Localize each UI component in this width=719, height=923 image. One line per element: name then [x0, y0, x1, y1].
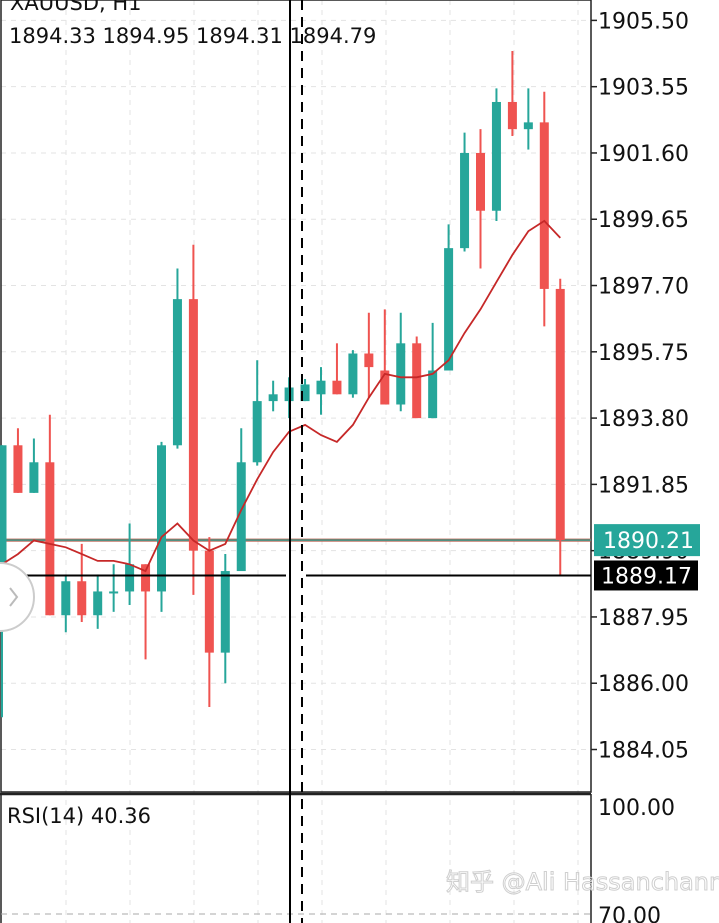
ohlc-values: 1894.33 1894.95 1894.31 1894.79: [9, 24, 376, 48]
candle-body: [0, 445, 7, 565]
candle-body: [539, 122, 549, 289]
candle: [332, 343, 342, 395]
rsi-tick-100: 100.00: [598, 796, 675, 821]
candle: [380, 309, 390, 405]
candle-body: [93, 591, 103, 616]
candle: [364, 312, 374, 398]
last-price-tag: 1890.21: [594, 524, 700, 557]
candle-body: [428, 370, 438, 419]
candle-body: [236, 462, 246, 572]
candle-body: [77, 581, 87, 616]
candle: [61, 574, 71, 633]
candle: [444, 224, 454, 371]
candle-body: [109, 591, 119, 594]
price-tick-label: 1903.55: [598, 76, 689, 101]
candle: [252, 360, 262, 466]
candle-body: [268, 394, 278, 402]
rsi-label: RSI(14) 40.36: [7, 804, 151, 828]
candle: [476, 129, 485, 269]
price-tick-label: 1886.00: [598, 672, 689, 697]
candle: [29, 438, 39, 493]
rsi-tick-70: 70.00: [598, 904, 661, 923]
candle-body: [316, 380, 326, 395]
symbol-label: XAUUSD, H1: [10, 0, 142, 15]
price-tick-label: 1895.75: [598, 341, 689, 366]
candle: [109, 564, 119, 612]
candle-body: [491, 101, 501, 211]
candle: [204, 537, 214, 708]
crosshair-price-label: 1889.17: [601, 564, 692, 589]
candle: [157, 441, 166, 612]
price-axis: 1905.50 1903.55 1901.60 1899.65 1897.70 1895.…: [591, 9, 689, 764]
price-tick-label: 1893.80: [598, 407, 689, 432]
chevron-right-icon: [9, 587, 19, 607]
candle-body: [396, 343, 406, 405]
candle: [491, 88, 501, 221]
candle: [348, 350, 358, 398]
candle-body: [252, 401, 262, 463]
candle: [428, 322, 438, 419]
price-tick-label: 1887.95: [598, 606, 689, 631]
candle-body: [412, 343, 422, 419]
crosshair-price-tag: 1889.17: [594, 560, 698, 591]
price-pane-frame: [0, 0, 592, 793]
candle-body: [157, 445, 166, 592]
candle: [236, 428, 246, 572]
candle: [13, 428, 23, 493]
candle: [396, 312, 406, 412]
candle: [300, 379, 310, 402]
watermark: 知乎 @Ali Hassanchanna: [446, 868, 719, 896]
candle: [268, 380, 278, 412]
candle: [523, 88, 533, 150]
candle-body: [13, 445, 23, 493]
candle-body: [348, 353, 358, 395]
candle-body: [172, 299, 182, 446]
candle: [539, 91, 549, 327]
candle: [188, 244, 198, 595]
candle-body: [555, 288, 565, 541]
candle: [460, 132, 470, 252]
candle-body: [444, 248, 454, 371]
candle-body: [460, 152, 470, 249]
candle-body: [188, 299, 198, 551]
candle: [507, 50, 517, 136]
price-tick-label: 1891.85: [598, 473, 689, 498]
candle: [220, 554, 230, 684]
candle-body: [125, 564, 135, 592]
candle-body: [141, 564, 151, 592]
candle-body: [300, 384, 310, 402]
candle-body: [380, 370, 390, 405]
candle-body: [364, 353, 374, 368]
candle-body: [476, 152, 485, 211]
candle: [93, 574, 103, 629]
candle: [316, 367, 326, 415]
candle: [172, 268, 182, 449]
price-tick-label: 1884.05: [598, 739, 689, 764]
last-price-label: 1890.21: [603, 529, 694, 554]
candle-body: [523, 122, 533, 130]
candle-body: [29, 462, 39, 493]
price-tick-label: 1899.65: [598, 208, 689, 233]
moving-average-line: [1, 219, 561, 573]
candle: [141, 564, 151, 660]
candle: [77, 543, 87, 623]
candle-body: [204, 550, 214, 653]
price-tick-label: 1905.50: [598, 9, 689, 34]
candle-body: [220, 571, 230, 653]
price-tick-label: 1897.70: [598, 275, 689, 300]
scroll-left-handle[interactable]: [0, 562, 35, 632]
chart-grid: [1, 0, 591, 923]
candle-body: [61, 581, 71, 616]
candle-body: [332, 380, 342, 395]
candle-body: [507, 101, 517, 130]
candle: [45, 414, 55, 616]
candle: [555, 278, 565, 575]
price-tick-label: 1901.60: [598, 142, 689, 167]
candle-body: [45, 462, 55, 616]
